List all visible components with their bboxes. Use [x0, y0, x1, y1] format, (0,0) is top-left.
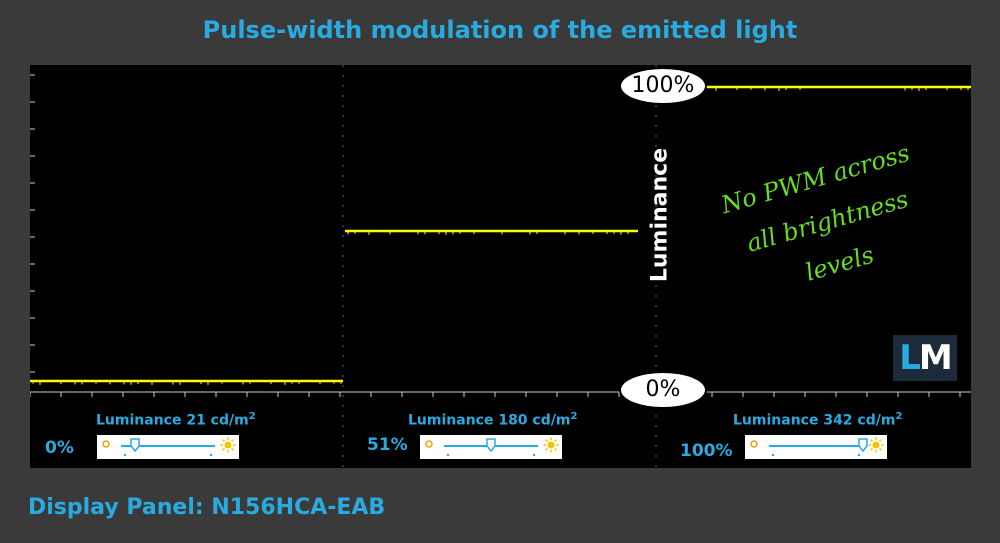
brightness-slider-1 [97, 435, 239, 459]
lm-logo: LM [893, 335, 957, 381]
brightness-percent-1: 0% [45, 438, 74, 458]
dim-sun-icon [102, 440, 110, 448]
grid [342, 65, 657, 467]
dim-sun-icon [425, 440, 433, 448]
plot-canvas [30, 65, 971, 467]
luminance-label-3: Luminance 342 cd/m2 [733, 411, 903, 429]
y-axis-label-text: Luminance [647, 147, 673, 283]
brightness-percent-2: 51% [367, 435, 408, 455]
luminance-label-1: Luminance 21 cd/m2 [96, 411, 256, 429]
slider-thumb [858, 438, 868, 453]
luminance-label-2: Luminance 180 cd/m2 [408, 411, 578, 429]
brightness-slider-2 [420, 435, 562, 459]
page-title: Pulse-width modulation of the emitted li… [202, 16, 798, 44]
oscilloscope-plot: 100% 0% Luminance No PWM across all brig… [30, 65, 971, 468]
bright-sun-icon [543, 437, 559, 453]
dim-sun-icon [750, 440, 758, 448]
bright-sun-icon [220, 437, 236, 453]
brightness-percent-3: 100% [680, 441, 733, 461]
bright-sun-icon [868, 437, 884, 453]
level-0-label: 0% [619, 371, 707, 409]
slider-thumb [130, 438, 140, 453]
brightness-slider-3 [745, 435, 887, 459]
level-100-label: 100% [619, 67, 707, 105]
logo-l: L [899, 338, 921, 378]
footer-title: Display Panel: N156HCA-EAB [28, 495, 386, 520]
slider-thumb [486, 438, 496, 453]
logo-m: M [918, 338, 953, 378]
